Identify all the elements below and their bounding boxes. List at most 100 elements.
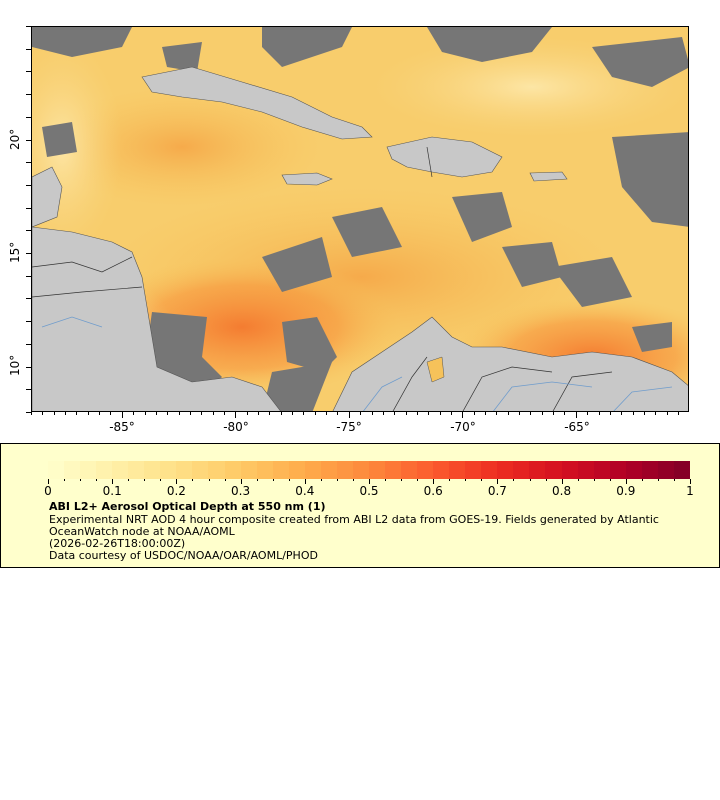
legend-description: Experimental NRT AOD 4 hour composite cr… bbox=[49, 513, 659, 538]
colorbar-tick-label: 0.9 bbox=[616, 484, 636, 498]
colorbar-minor-tick bbox=[304, 479, 306, 481]
colorbar-minor-tick bbox=[545, 479, 547, 481]
x-axis-tick bbox=[133, 412, 135, 415]
colorbar-tick-label: 0.4 bbox=[295, 484, 315, 498]
colorbar-minor-tick bbox=[593, 479, 595, 481]
colorbar-segment bbox=[513, 461, 530, 479]
colorbar-minor-tick bbox=[224, 479, 226, 481]
colorbar-segment bbox=[497, 461, 514, 479]
x-axis-tick bbox=[655, 412, 657, 415]
x-axis-tick bbox=[303, 412, 305, 415]
x-axis-tick bbox=[53, 412, 55, 415]
x-axis-tick bbox=[462, 412, 464, 418]
puerto-rico-landmass bbox=[529, 171, 568, 182]
colorbar-minor-tick bbox=[64, 479, 66, 481]
x-axis-tick bbox=[223, 412, 225, 415]
colorbar-tick bbox=[690, 479, 691, 484]
colorbar-tick-label: 0.6 bbox=[423, 484, 443, 498]
x-axis-tick bbox=[121, 412, 123, 418]
jamaica-landmass bbox=[281, 172, 333, 186]
colorbar-segment bbox=[320, 461, 337, 479]
x-axis-tick bbox=[450, 412, 452, 415]
colorbar-segment bbox=[288, 461, 305, 479]
x-axis-tick bbox=[405, 412, 407, 415]
map-canvas bbox=[32, 27, 688, 411]
colorbar-segment bbox=[352, 461, 369, 479]
colorbar-tick bbox=[433, 479, 435, 484]
colorbar-minor-tick bbox=[433, 479, 435, 481]
colorbar-segment bbox=[545, 461, 562, 479]
x-axis-tick bbox=[371, 412, 373, 415]
colorbar-tick-label: 0.8 bbox=[552, 484, 572, 498]
colorbar-segment bbox=[368, 461, 385, 479]
colorbar-minor-tick bbox=[352, 479, 354, 481]
x-axis-tick bbox=[519, 412, 521, 415]
x-axis-tick bbox=[31, 412, 32, 415]
colorbar-minor-tick bbox=[625, 479, 627, 481]
y-axis-tick bbox=[26, 94, 31, 96]
colorbar-tick-label: 0.3 bbox=[231, 484, 251, 498]
colorbar-segment bbox=[96, 461, 113, 479]
colorbar-segment bbox=[112, 461, 129, 479]
x-tick-label: -75° bbox=[336, 420, 362, 434]
colorbar-minor-tick bbox=[481, 479, 483, 481]
colorbar-minor-tick bbox=[272, 479, 274, 481]
colorbar-segment bbox=[465, 461, 482, 479]
x-axis-tick bbox=[189, 412, 191, 415]
colorbar-segment bbox=[144, 461, 161, 479]
x-axis-tick bbox=[292, 412, 294, 415]
colorbar-tick-label: 0.1 bbox=[102, 484, 122, 498]
colorbar-tick bbox=[112, 479, 114, 484]
colorbar-minor-tick bbox=[449, 479, 451, 481]
lake-maracaibo bbox=[426, 356, 445, 383]
colorbar-minor-tick bbox=[690, 479, 691, 481]
colorbar-segment bbox=[336, 461, 353, 479]
y-tick-label: 15° bbox=[8, 241, 22, 263]
colorbar-segment bbox=[625, 461, 642, 479]
colorbar-segment bbox=[272, 461, 289, 479]
colorbar-segment bbox=[240, 461, 257, 479]
colorbar-minor-tick bbox=[144, 479, 146, 481]
colorbar-segment bbox=[577, 461, 594, 479]
aod-map bbox=[31, 26, 689, 412]
y-axis-tick bbox=[26, 298, 31, 300]
central-america-landmass bbox=[32, 226, 281, 411]
colorbar-minor-tick bbox=[256, 479, 258, 481]
colorbar-segment bbox=[192, 461, 209, 479]
colorbar-segment bbox=[64, 461, 81, 479]
x-axis-tick bbox=[666, 412, 668, 415]
colorbar-segment bbox=[449, 461, 466, 479]
x-axis-tick bbox=[541, 412, 543, 415]
colorbar-segment bbox=[481, 461, 498, 479]
colorbar-minor-tick bbox=[336, 479, 338, 481]
colorbar-tick-label: 0.7 bbox=[487, 484, 507, 498]
colorbar-minor-tick bbox=[48, 479, 49, 481]
x-axis-tick bbox=[167, 412, 169, 415]
south-america-landmass bbox=[332, 316, 688, 411]
colorbar-minor-tick bbox=[497, 479, 499, 481]
y-axis-tick bbox=[26, 321, 31, 323]
x-axis-tick bbox=[65, 412, 67, 415]
x-axis-tick bbox=[337, 412, 339, 415]
x-axis-tick bbox=[382, 412, 384, 415]
x-tick-label: -80° bbox=[223, 420, 249, 434]
colorbar-segment bbox=[417, 461, 434, 479]
x-tick-label: -85° bbox=[109, 420, 135, 434]
x-axis-tick bbox=[598, 412, 600, 415]
colorbar-segment bbox=[160, 461, 177, 479]
colorbar-segment bbox=[673, 461, 690, 479]
colorbar-minor-tick bbox=[417, 479, 419, 481]
y-axis-tick bbox=[26, 48, 31, 50]
colorbar-minor-tick bbox=[577, 479, 579, 481]
x-axis-tick bbox=[314, 412, 316, 415]
colorbar-segment bbox=[561, 461, 578, 479]
colorbar-tick bbox=[625, 479, 627, 484]
no-data-areas bbox=[32, 27, 688, 411]
colorbar-minor-tick bbox=[609, 479, 611, 481]
colorbar-minor-tick bbox=[128, 479, 130, 481]
x-axis-tick bbox=[428, 412, 430, 415]
colorbar-segment bbox=[80, 461, 97, 479]
x-axis-tick bbox=[326, 412, 328, 415]
x-axis-tick bbox=[609, 412, 611, 415]
colorbar-segment bbox=[641, 461, 658, 479]
